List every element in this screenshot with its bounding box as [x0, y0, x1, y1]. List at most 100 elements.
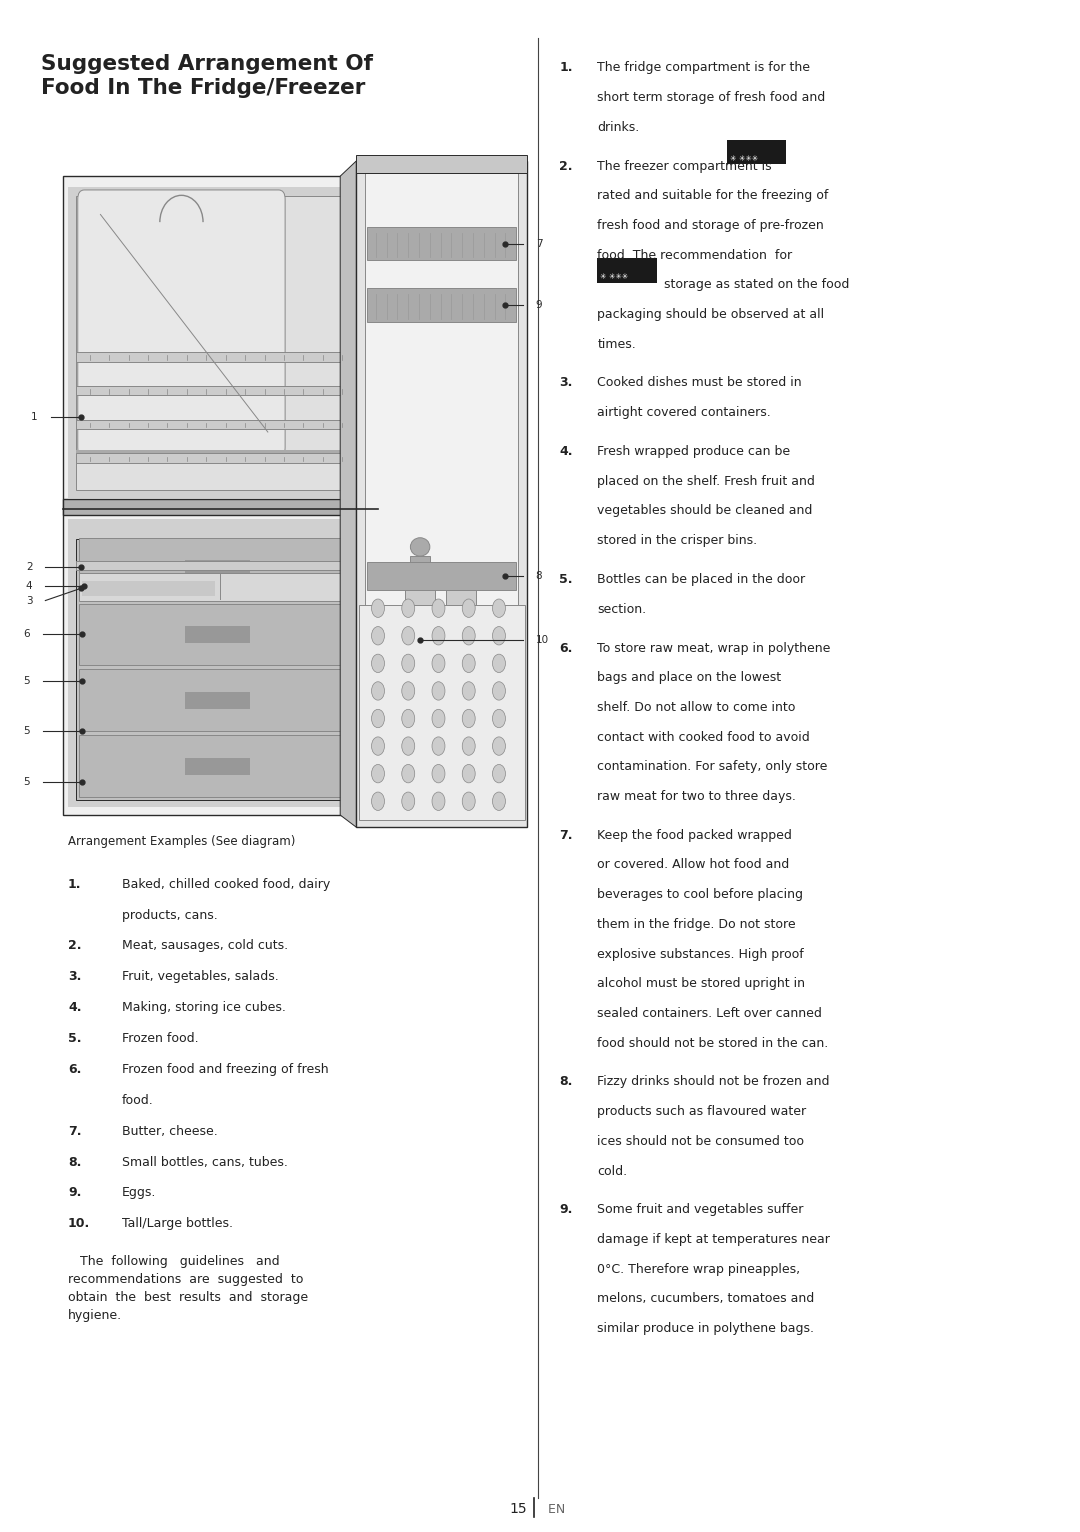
Bar — [367, 288, 516, 322]
Circle shape — [402, 764, 415, 783]
Text: 6.: 6. — [68, 1063, 81, 1075]
Text: 2.: 2. — [559, 159, 573, 173]
Text: Frozen food.: Frozen food. — [122, 1033, 199, 1045]
Text: ices should not be consumed too: ices should not be consumed too — [597, 1135, 805, 1147]
Circle shape — [492, 627, 505, 645]
Text: beverages to cool before placing: beverages to cool before placing — [597, 889, 804, 901]
Circle shape — [462, 599, 475, 617]
Text: Suggested Arrangement Of
Food In The Fridge/Freezer: Suggested Arrangement Of Food In The Fri… — [41, 54, 373, 98]
Text: 6: 6 — [24, 628, 30, 639]
Text: Small bottles, cans, tubes.: Small bottles, cans, tubes. — [122, 1155, 288, 1169]
Circle shape — [432, 709, 445, 728]
Text: placed on the shelf. Fresh fruit and: placed on the shelf. Fresh fruit and — [597, 475, 815, 487]
Text: To store raw meat, wrap in polythene: To store raw meat, wrap in polythene — [597, 642, 831, 654]
Circle shape — [492, 599, 505, 617]
Text: 9.: 9. — [68, 1186, 81, 1200]
Bar — [76, 420, 360, 429]
Text: 5: 5 — [24, 676, 30, 686]
Text: 2.: 2. — [68, 939, 82, 953]
Text: storage as stated on the food: storage as stated on the food — [660, 279, 849, 291]
Circle shape — [372, 682, 384, 700]
Text: melons, cucumbers, tomatoes and: melons, cucumbers, tomatoes and — [597, 1293, 814, 1305]
Text: Fruit, vegetables, salads.: Fruit, vegetables, salads. — [122, 970, 279, 984]
Text: Bottles can be placed in the door: Bottles can be placed in the door — [597, 573, 806, 585]
Bar — [451, 574, 471, 590]
Bar — [76, 450, 360, 463]
Text: 8: 8 — [536, 571, 542, 581]
Text: 7.: 7. — [68, 1124, 82, 1138]
Text: 10.: 10. — [68, 1218, 91, 1230]
Bar — [410, 556, 430, 574]
Text: 7: 7 — [536, 239, 542, 248]
Bar — [63, 176, 373, 815]
Bar — [186, 627, 249, 643]
Bar — [79, 538, 356, 599]
Text: Keep the food packed wrapped: Keep the food packed wrapped — [597, 829, 792, 841]
Text: drinks.: drinks. — [597, 121, 639, 133]
Bar — [365, 173, 518, 815]
Circle shape — [462, 682, 475, 700]
Circle shape — [372, 654, 384, 673]
Text: Cooked dishes must be stored in: Cooked dishes must be stored in — [597, 377, 801, 389]
Text: Baked, chilled cooked food, dairy: Baked, chilled cooked food, dairy — [122, 878, 330, 890]
Text: or covered. Allow hot food and: or covered. Allow hot food and — [597, 858, 789, 872]
Text: similar produce in polythene bags.: similar produce in polythene bags. — [597, 1322, 814, 1334]
Circle shape — [402, 682, 415, 700]
Text: food should not be stored in the can.: food should not be stored in the can. — [597, 1037, 828, 1049]
Bar — [76, 196, 360, 490]
Text: 3: 3 — [26, 596, 32, 605]
Circle shape — [462, 792, 475, 810]
Circle shape — [402, 792, 415, 810]
Text: products, cans.: products, cans. — [122, 908, 218, 922]
Text: 4: 4 — [26, 581, 32, 591]
Text: food.: food. — [122, 1094, 153, 1106]
Bar — [186, 561, 249, 578]
Bar — [76, 352, 360, 362]
Bar — [79, 735, 356, 797]
Bar — [597, 259, 657, 283]
Text: Arrangement Examples (See diagram): Arrangement Examples (See diagram) — [68, 835, 296, 847]
Text: 1.: 1. — [68, 878, 82, 890]
Circle shape — [402, 737, 415, 755]
Text: 3.: 3. — [559, 377, 572, 389]
Text: them in the fridge. Do not store: them in the fridge. Do not store — [597, 918, 796, 931]
Circle shape — [372, 737, 384, 755]
Bar — [367, 562, 516, 590]
Circle shape — [462, 764, 475, 783]
Bar — [367, 227, 516, 260]
Circle shape — [492, 792, 505, 810]
Bar — [79, 669, 356, 731]
Ellipse shape — [410, 538, 430, 556]
Text: 0°C. Therefore wrap pineapples,: 0°C. Therefore wrap pineapples, — [597, 1262, 800, 1276]
Circle shape — [462, 709, 475, 728]
Text: damage if kept at temperatures near: damage if kept at temperatures near — [597, 1233, 831, 1246]
Circle shape — [432, 627, 445, 645]
Text: 15: 15 — [510, 1501, 527, 1517]
Text: contact with cooked food to avoid: contact with cooked food to avoid — [597, 731, 810, 743]
Circle shape — [432, 764, 445, 783]
Bar — [76, 453, 360, 463]
Text: 5.: 5. — [68, 1033, 82, 1045]
Text: 3.: 3. — [68, 970, 81, 984]
Circle shape — [402, 599, 415, 617]
Circle shape — [432, 792, 445, 810]
Text: food. The recommendation  for: food. The recommendation for — [597, 248, 793, 262]
Circle shape — [372, 599, 384, 617]
Text: section.: section. — [597, 602, 646, 616]
Text: raw meat for two to three days.: raw meat for two to three days. — [597, 791, 796, 803]
Circle shape — [432, 737, 445, 755]
Bar — [79, 573, 356, 601]
Text: explosive substances. High proof: explosive substances. High proof — [597, 947, 804, 961]
Circle shape — [402, 654, 415, 673]
Text: 7.: 7. — [559, 829, 573, 841]
Text: 1: 1 — [31, 412, 38, 421]
Bar — [63, 499, 378, 515]
Text: 9: 9 — [536, 300, 542, 309]
Circle shape — [372, 627, 384, 645]
Bar — [446, 590, 476, 705]
Circle shape — [372, 709, 384, 728]
Text: alcohol must be stored upright in: alcohol must be stored upright in — [597, 977, 806, 990]
Text: packaging should be observed at all: packaging should be observed at all — [597, 308, 824, 320]
Text: products such as flavoured water: products such as flavoured water — [597, 1105, 807, 1118]
FancyBboxPatch shape — [78, 190, 285, 457]
